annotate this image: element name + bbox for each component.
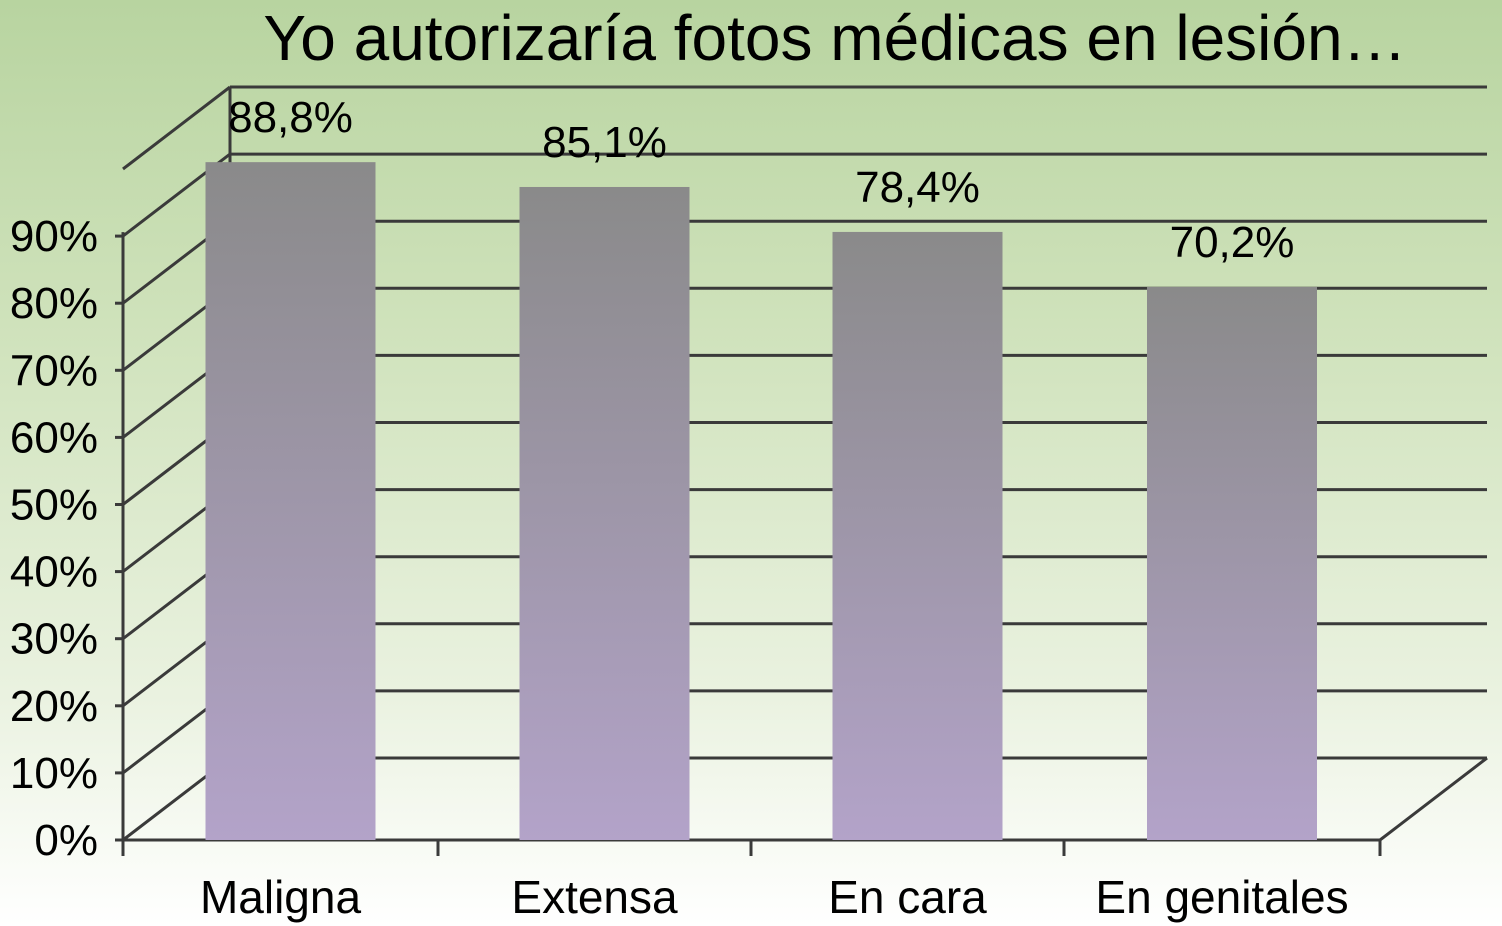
floor-edge [1379, 756, 1488, 842]
side-gridline [122, 85, 231, 171]
y-tick-label: 70% [10, 346, 98, 395]
category-label: Maligna [200, 871, 362, 923]
category-label: En cara [828, 871, 987, 923]
y-tick-label: 80% [10, 279, 98, 328]
y-tick-label: 10% [10, 749, 98, 798]
y-tick-label: 0% [34, 816, 98, 865]
bar-maligna [205, 162, 376, 841]
category-labels: Maligna Extensa En cara En genitales [200, 871, 1349, 923]
bar-en-genitales [1147, 286, 1317, 840]
bar-extensa [519, 186, 690, 840]
data-label: 88,8% [228, 93, 353, 142]
data-labels: 88,8% 85,1% 78,4% 70,2% [228, 93, 1294, 267]
y-tick-label: 90% [10, 212, 98, 261]
data-label: 70,2% [1170, 218, 1295, 267]
data-label: 78,4% [855, 163, 980, 212]
y-tick-label: 50% [10, 481, 98, 530]
y-tick-label: 60% [10, 413, 98, 462]
bar-en-cara [832, 231, 1003, 840]
category-label: Extensa [511, 871, 678, 923]
y-tick-labels: 0% 10% 20% 30% 40% 50% 60% 70% 80% 90% [10, 212, 98, 865]
bars [205, 162, 1317, 841]
data-label: 85,1% [542, 118, 667, 167]
chart-title: Yo autorizaría fotos médicas en lesión… [263, 2, 1406, 74]
y-tick-label: 30% [10, 615, 98, 664]
category-label: En genitales [1095, 871, 1348, 923]
y-tick-label: 20% [10, 682, 98, 731]
y-tick-label: 40% [10, 548, 98, 597]
